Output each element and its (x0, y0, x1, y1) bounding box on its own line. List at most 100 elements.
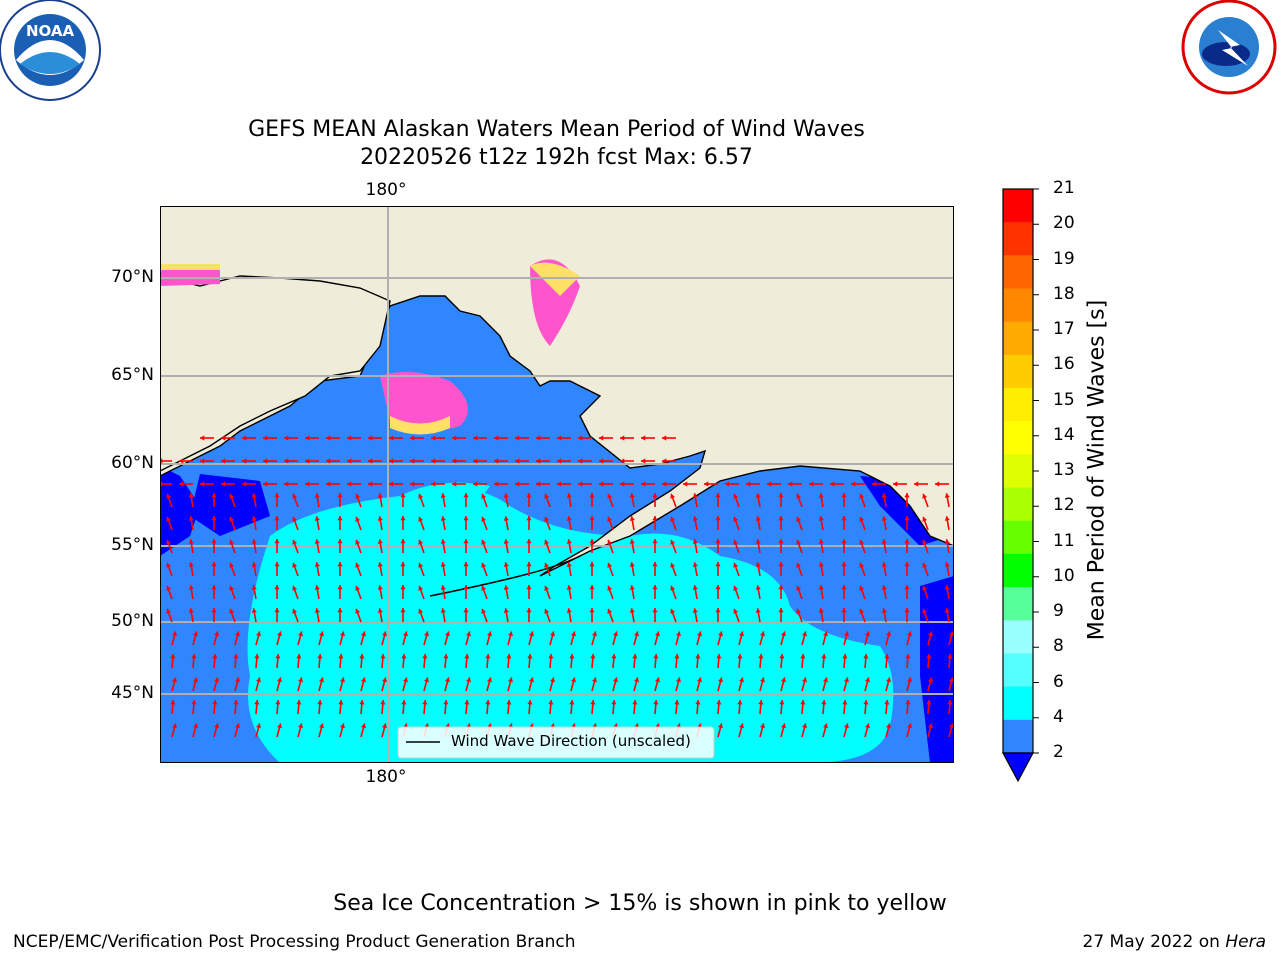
wind-arrowhead (382, 723, 388, 729)
wind-arrowhead (431, 481, 436, 487)
wind-arrowhead (211, 493, 217, 498)
wind-arrowhead (298, 631, 304, 637)
wind-arrowhead (692, 585, 698, 590)
wind-arrowhead (254, 654, 260, 659)
wind-arrowhead (733, 516, 739, 522)
wind-arrowhead (314, 539, 320, 544)
wind-arrowhead (550, 631, 556, 637)
wind-arrowhead (355, 516, 361, 522)
wind-arrowhead (256, 723, 262, 729)
wind-arrowhead (242, 435, 247, 441)
wind-arrowhead (851, 481, 856, 487)
wind-arrowhead (620, 458, 625, 464)
wind-arrowhead (418, 516, 424, 522)
colorbar-tick: 9 (1053, 601, 1064, 621)
wind-arrowhead (314, 562, 320, 567)
wind-arrowhead (338, 700, 344, 705)
wind-arrowhead (733, 608, 739, 614)
wind-arrowhead (166, 585, 172, 591)
wind-arrowhead (314, 585, 320, 590)
wind-arrowhead (778, 608, 784, 613)
wind-arrowhead (188, 539, 194, 544)
wind-arrowhead (557, 458, 562, 464)
wind-arrowhead (463, 516, 469, 521)
wind-arrowhead (188, 562, 194, 567)
wind-arrowhead (368, 435, 373, 441)
wind-arrowhead (473, 458, 478, 464)
wind-arrowhead (904, 493, 910, 498)
wind-arrowhead (767, 481, 772, 487)
arrow-legend-label: Wind Wave Direction (unscaled) (451, 732, 691, 750)
wind-arrowhead (737, 654, 743, 659)
lat-label-60: 60°N (111, 453, 154, 473)
wind-arrowhead (634, 631, 640, 637)
wind-arrowhead (229, 516, 235, 522)
wind-arrowhead (466, 677, 472, 683)
wind-arrowhead (179, 458, 184, 464)
sea-ice-west (160, 266, 220, 286)
wind-arrowhead (263, 435, 268, 441)
logos-layer: NOAA (0, 0, 1277, 101)
sea-ice-north-bering (380, 372, 468, 430)
wind-arrowhead (233, 700, 239, 705)
wind-arrowhead (778, 539, 784, 544)
wind-arrowhead (494, 435, 499, 441)
wind-arrowhead (893, 481, 898, 487)
wind-arrowhead (692, 493, 698, 498)
colorbar-bin (1003, 189, 1033, 223)
wind-arrowhead (844, 677, 850, 683)
wind-arrowhead (881, 608, 887, 613)
wind-arrowhead (401, 654, 407, 659)
wind-arrowhead (670, 539, 676, 545)
wind-arrowhead (569, 700, 575, 705)
wind-arrowhead (361, 723, 367, 729)
wind-arrowhead (592, 677, 598, 683)
colorbar-bin (1003, 222, 1033, 256)
wind-arrowhead (641, 458, 646, 464)
wind-arrowhead (715, 493, 721, 498)
wind-arrowhead (361, 677, 367, 683)
wind-arrowhead (418, 585, 424, 591)
wind-arrowhead (251, 608, 257, 613)
wind-arrowhead (886, 723, 892, 729)
wind-arrowhead (670, 608, 676, 614)
wind-arrowhead (544, 516, 550, 522)
wind-arrowhead (907, 677, 913, 683)
lat-label-50: 50°N (111, 611, 154, 631)
wind-arrowhead (277, 677, 283, 683)
wind-arrowhead (389, 481, 394, 487)
wind-arrowhead (629, 562, 635, 567)
wind-arrowhead (508, 631, 514, 637)
wind-arrowhead (463, 562, 469, 567)
wind-arrowhead (818, 539, 824, 544)
wind-arrowhead (403, 677, 409, 683)
wind-arrowhead (229, 539, 235, 545)
wind-arrowhead (314, 608, 320, 613)
wind-arrowhead (884, 654, 890, 659)
wind-arrowhead (452, 435, 457, 441)
wind-arrowhead (841, 562, 847, 567)
wind-arrowhead (802, 723, 808, 729)
wind-arrowhead (718, 677, 724, 683)
wind-arrowhead (529, 677, 535, 683)
wind-arrowhead (494, 481, 499, 487)
wind-arrowhead (629, 493, 635, 498)
wind-arrowhead (859, 562, 865, 568)
wind-arrowhead (818, 585, 824, 590)
wind-arrowhead (944, 516, 950, 521)
wind-arrowhead (188, 608, 194, 613)
wind-arrowhead (172, 631, 178, 637)
wind-arrowhead (200, 481, 205, 487)
wind-arrowhead (550, 677, 556, 683)
wind-arrowhead (355, 493, 361, 499)
wind-arrowhead (718, 631, 724, 637)
wind-arrowhead (418, 539, 424, 545)
sea-ice-north-bering-edge (390, 416, 450, 435)
wind-arrowhead (809, 481, 814, 487)
wind-arrowhead (655, 677, 661, 683)
wind-arrowhead (779, 654, 785, 659)
wind-arrowhead (599, 458, 604, 464)
wind-arrowhead (733, 493, 739, 499)
wind-arrowhead (818, 516, 824, 521)
wind-arrowhead (235, 631, 241, 637)
